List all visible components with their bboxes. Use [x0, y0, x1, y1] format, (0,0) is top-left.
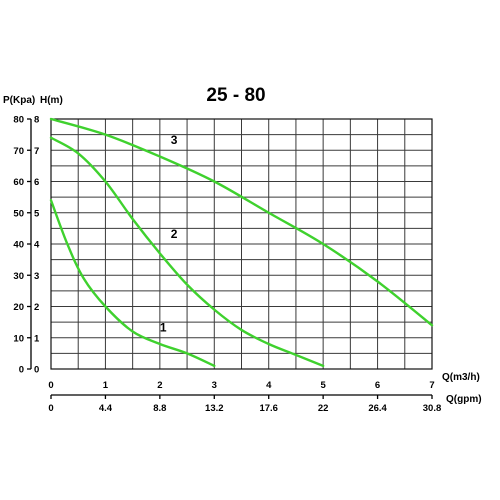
x-tick-label-gpm: 26.4	[368, 403, 387, 414]
y-tick-label-pressure: 30	[13, 271, 24, 282]
x-tick-label-gpm: 0	[48, 403, 53, 414]
y-tick-label-pressure: 20	[13, 302, 24, 313]
y-tick-label-head: 4	[34, 240, 40, 251]
y-tick-label-head: 7	[34, 146, 39, 157]
grid	[50, 118, 433, 370]
x-tick-label-gpm: 30.8	[423, 403, 442, 414]
x-tick-label-gpm: 4.4	[99, 403, 113, 414]
y-tick-label-head: 5	[34, 208, 40, 219]
x-tick-label-gpm: 13.2	[205, 403, 224, 414]
curves: 1 2 3	[49, 117, 434, 368]
y-tick-label-pressure: 40	[13, 240, 24, 251]
y-tick-label-pressure: 50	[13, 208, 24, 219]
x-tick-label-gpm: 17.6	[259, 403, 278, 414]
y-tick-label-head: 8	[34, 115, 39, 126]
x-tick-label-m3h: 7	[429, 380, 434, 391]
x-tick-label-m3h: 2	[157, 380, 162, 391]
curve-1	[49, 199, 216, 368]
y-tick-label-pressure: 0	[19, 365, 24, 376]
x-tick-label-gpm: 22	[318, 403, 329, 414]
x-axis-title-m3h: Q(m3/h)	[442, 372, 480, 383]
chart-title: 25 - 80	[206, 85, 265, 106]
y-tick-label-head: 3	[34, 271, 39, 282]
y-axis-title-pressure: P(Kpa)	[3, 95, 35, 106]
y-tick-label-head: 1	[34, 333, 40, 344]
y-tick-label-pressure: 80	[13, 115, 24, 126]
y-tick-label-pressure: 70	[13, 146, 24, 157]
curve-label-2: 2	[171, 227, 178, 241]
y-tick-label-head: 2	[34, 302, 39, 313]
x-tick-label-m3h: 4	[266, 380, 272, 391]
x-tick-label-m3h: 0	[48, 380, 53, 391]
y-tick-label-pressure: 10	[13, 333, 24, 344]
x-axis-title-gpm: Q(gpm)	[446, 394, 482, 405]
x-tick-label-m3h: 3	[212, 380, 217, 391]
y-axis-title-head: H(m)	[40, 95, 63, 106]
x-tick-label-m3h: 6	[375, 380, 380, 391]
curve-label-3: 3	[171, 133, 178, 147]
curve-label-1: 1	[160, 321, 167, 335]
x-tick-label-gpm: 8.8	[153, 403, 166, 414]
y-tick-label-head: 0	[34, 365, 39, 376]
y-tick-label-head: 6	[34, 177, 39, 188]
plot-frame	[50, 118, 433, 370]
curve-3	[49, 117, 434, 327]
x-tick-label-m3h: 1	[103, 380, 109, 391]
y-tick-label-pressure: 60	[13, 177, 24, 188]
curve-2	[49, 136, 325, 368]
x-tick-label-m3h: 5	[320, 380, 326, 391]
